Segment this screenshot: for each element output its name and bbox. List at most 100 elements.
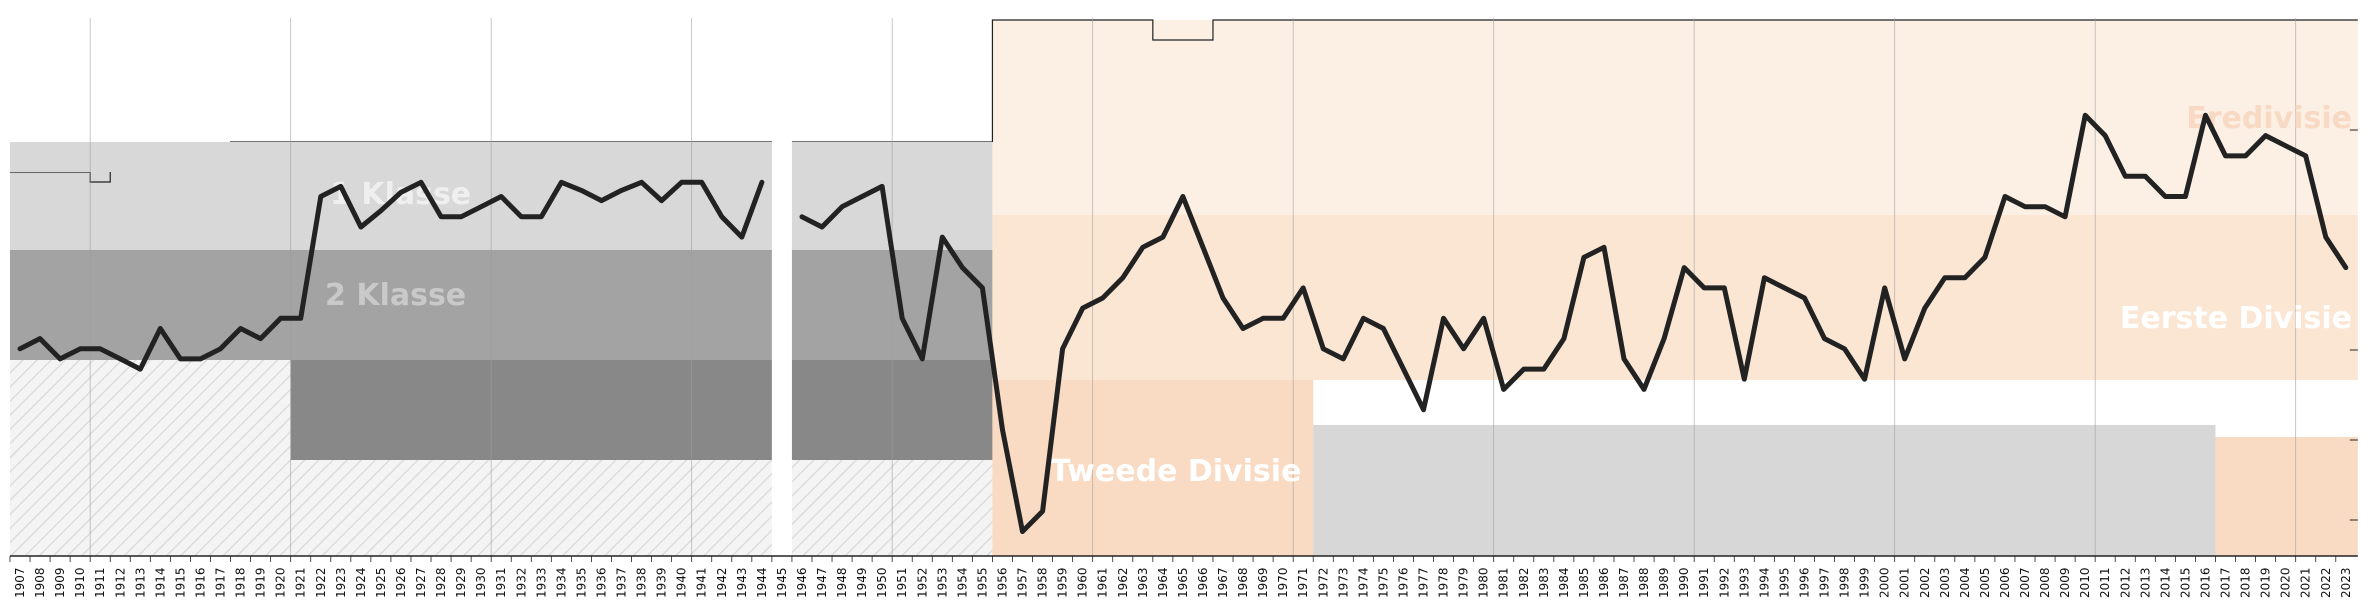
x-tick-label-1995: 1995 bbox=[1777, 567, 1791, 598]
band-lower-tier bbox=[290, 360, 993, 460]
x-tick-label-1962: 1962 bbox=[1116, 567, 1130, 598]
x-tick-label-1908: 1908 bbox=[33, 567, 47, 598]
x-tick-label-1990: 1990 bbox=[1677, 567, 1691, 598]
x-tick-label-1951: 1951 bbox=[895, 567, 909, 598]
x-tick-label-1947: 1947 bbox=[815, 567, 829, 598]
x-tick-label-1949: 1949 bbox=[855, 567, 869, 598]
x-tick-label-1931: 1931 bbox=[494, 567, 508, 598]
x-tick-label-2007: 2007 bbox=[2018, 567, 2032, 598]
x-tick-label-1986: 1986 bbox=[1597, 567, 1611, 598]
x-tick-label-1913: 1913 bbox=[133, 567, 147, 598]
x-tick-label-1950: 1950 bbox=[875, 567, 889, 598]
x-tick-label-1968: 1968 bbox=[1236, 567, 1250, 598]
x-tick-label-1944: 1944 bbox=[755, 567, 769, 598]
x-tick-label-2020: 2020 bbox=[2279, 567, 2293, 598]
x-tick-label-2003: 2003 bbox=[1938, 567, 1952, 598]
x-tick-label-2018: 2018 bbox=[2239, 567, 2253, 598]
x-tick-label-2000: 2000 bbox=[1878, 567, 1892, 598]
x-tick-label-1963: 1963 bbox=[1136, 567, 1150, 598]
x-tick-label-1918: 1918 bbox=[234, 567, 248, 598]
league-labels: 1 Klasse 2 Klasse Eredivisie Eerste Divi… bbox=[325, 101, 2352, 489]
x-tick-label-1975: 1975 bbox=[1376, 567, 1390, 598]
x-tick-label-1983: 1983 bbox=[1537, 567, 1551, 598]
series-line-segment-2 bbox=[799, 112, 2349, 534]
x-tick-label-1997: 1997 bbox=[1818, 567, 1832, 598]
x-tick-label-2005: 2005 bbox=[1978, 567, 1992, 598]
x-tick-label-1998: 1998 bbox=[1838, 567, 1852, 598]
x-tick-label-2008: 2008 bbox=[2038, 567, 2052, 598]
x-tick-label-1907: 1907 bbox=[13, 567, 27, 598]
band-eredivisie bbox=[992, 20, 2358, 215]
x-tick-label-1984: 1984 bbox=[1557, 567, 1571, 598]
x-tick-label-1916: 1916 bbox=[194, 567, 208, 598]
x-tick-label-1912: 1912 bbox=[113, 567, 127, 598]
x-tick-label-1994: 1994 bbox=[1757, 567, 1771, 598]
x-tick-label-1954: 1954 bbox=[955, 567, 969, 598]
x-tick-label-1948: 1948 bbox=[835, 567, 849, 598]
x-tick-label-1953: 1953 bbox=[935, 567, 949, 598]
x-tick-label-2010: 2010 bbox=[2078, 567, 2092, 598]
x-tick-label-1996: 1996 bbox=[1798, 567, 1812, 598]
x-tick-label-2019: 2019 bbox=[2259, 567, 2273, 598]
x-tick-label-1966: 1966 bbox=[1196, 567, 1210, 598]
league-label-tweede-divisie: Tweede Divisie bbox=[1050, 454, 1301, 489]
x-tick-label-1980: 1980 bbox=[1477, 567, 1491, 598]
x-tick-label-1999: 1999 bbox=[1858, 567, 1872, 598]
x-tick-label-1956: 1956 bbox=[996, 567, 1010, 598]
x-tick-label-1933: 1933 bbox=[534, 567, 548, 598]
band-2-klasse bbox=[9, 250, 993, 360]
x-tick-label-1982: 1982 bbox=[1517, 567, 1531, 598]
x-tick-label-1910: 1910 bbox=[73, 567, 87, 598]
x-tick-label-1928: 1928 bbox=[434, 567, 448, 598]
x-tick-label-1927: 1927 bbox=[414, 567, 428, 598]
x-tick-label-1959: 1959 bbox=[1056, 567, 1070, 598]
x-tick-label-2001: 2001 bbox=[1898, 567, 1912, 598]
x-tick-label-2006: 2006 bbox=[1998, 567, 2012, 598]
x-tick-label-1929: 1929 bbox=[454, 567, 468, 598]
x-tick-label-1915: 1915 bbox=[173, 567, 187, 598]
x-tick-label-1978: 1978 bbox=[1437, 567, 1451, 598]
x-tick-label-1925: 1925 bbox=[374, 567, 388, 598]
vertical-gridlines bbox=[89, 18, 2358, 556]
x-tick-label-1969: 1969 bbox=[1256, 567, 1270, 598]
x-tick-label-1945: 1945 bbox=[775, 567, 789, 598]
x-tick-label-2015: 2015 bbox=[2178, 567, 2192, 598]
x-tick-label-1911: 1911 bbox=[93, 567, 107, 598]
position-series bbox=[17, 112, 2349, 534]
x-tick-label-2009: 2009 bbox=[2058, 567, 2072, 598]
x-tick-label-1970: 1970 bbox=[1276, 567, 1290, 598]
x-tick-label-1934: 1934 bbox=[554, 567, 568, 598]
x-tick-label-1936: 1936 bbox=[595, 567, 609, 598]
x-tick-label-1924: 1924 bbox=[354, 567, 368, 598]
x-tick-label-1988: 1988 bbox=[1637, 567, 1651, 598]
x-tick-label-1921: 1921 bbox=[294, 567, 308, 598]
x-tick-label-1967: 1967 bbox=[1216, 567, 1230, 598]
x-tick-label-2014: 2014 bbox=[2158, 567, 2172, 598]
x-tick-label-1974: 1974 bbox=[1356, 567, 1370, 598]
x-tick-label-2011: 2011 bbox=[2098, 567, 2112, 598]
x-tick-label-1920: 1920 bbox=[274, 567, 288, 598]
x-tick-label-1989: 1989 bbox=[1657, 567, 1671, 598]
x-tick-label-2004: 2004 bbox=[1958, 567, 1972, 598]
band-1-klasse-top bbox=[9, 142, 993, 172]
x-tick-label-2013: 2013 bbox=[2138, 567, 2152, 598]
x-tick-label-1919: 1919 bbox=[254, 567, 268, 598]
x-tick-label-1914: 1914 bbox=[153, 567, 167, 598]
league-label-eerste-divisie: Eerste Divisie bbox=[2120, 301, 2352, 336]
x-tick-label-1923: 1923 bbox=[334, 567, 348, 598]
missing-season-1945 bbox=[771, 18, 792, 556]
x-tick-label-1930: 1930 bbox=[474, 567, 488, 598]
x-tick-label-1952: 1952 bbox=[915, 567, 929, 598]
x-tick-label-1926: 1926 bbox=[394, 567, 408, 598]
x-tick-label-2002: 2002 bbox=[1918, 567, 1932, 598]
x-tick-label-1987: 1987 bbox=[1617, 567, 1631, 598]
era2-top-outline bbox=[991, 19, 2358, 142]
x-tick-label-1932: 1932 bbox=[514, 567, 528, 598]
x-tick-label-1946: 1946 bbox=[795, 567, 809, 598]
x-tick-label-1917: 1917 bbox=[214, 567, 228, 598]
x-tick-label-1909: 1909 bbox=[53, 567, 67, 598]
x-tick-label-1955: 1955 bbox=[975, 567, 989, 598]
x-tick-label-1971: 1971 bbox=[1296, 567, 1310, 598]
band-tweede-divisie-2 bbox=[2215, 437, 2358, 556]
